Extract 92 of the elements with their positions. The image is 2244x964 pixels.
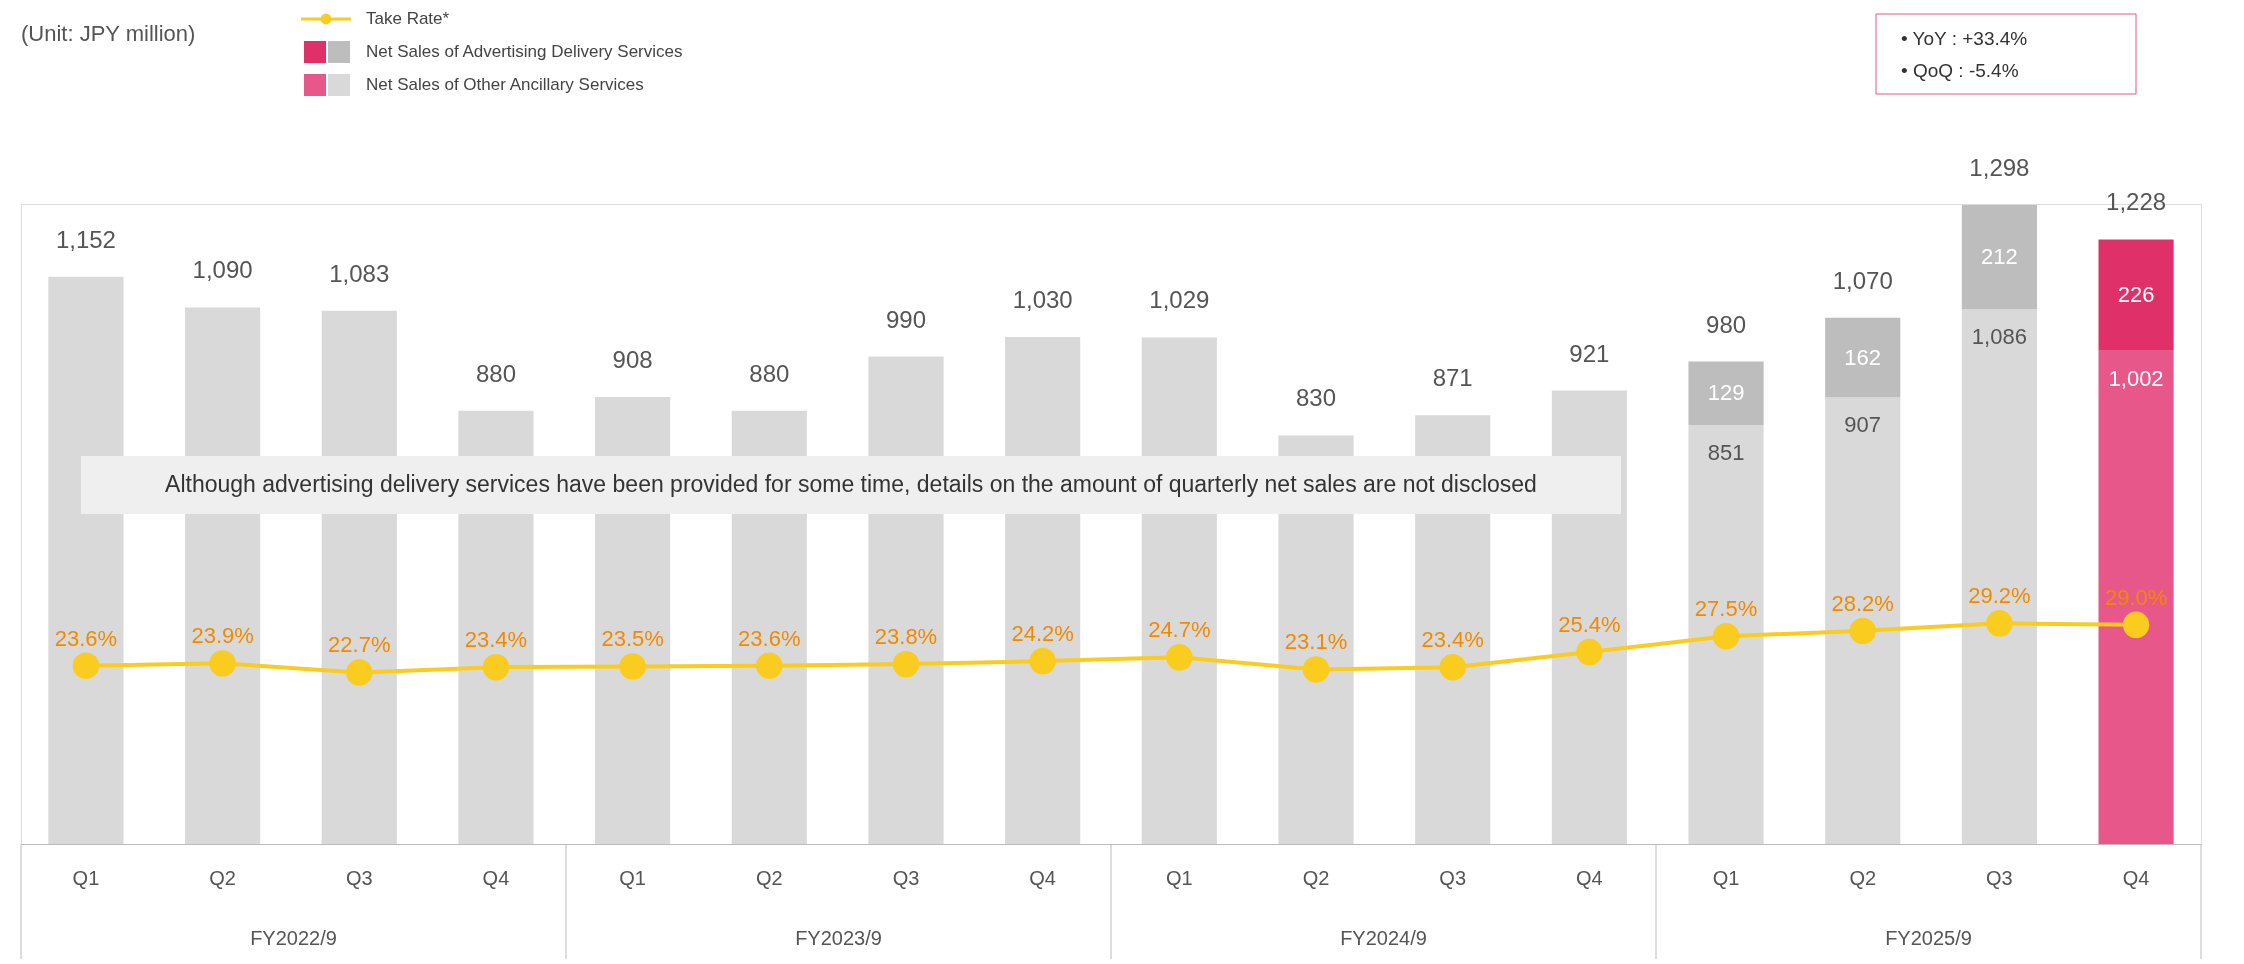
total-label: 1,298	[1969, 153, 2030, 181]
data-label: 23.4%	[1421, 627, 1484, 653]
data-label: 23.6%	[738, 625, 801, 651]
point	[1986, 610, 2013, 637]
x-tick-label: Q4	[482, 866, 510, 889]
data-label: 23.1%	[1284, 629, 1348, 655]
x-tick-label: Q2	[1849, 866, 1877, 889]
bar	[1688, 425, 1764, 844]
data-label: 1,152	[55, 225, 116, 253]
x-tick-label: Q4	[1576, 866, 1603, 889]
x-tick-label: Q3	[1986, 866, 2013, 889]
x-tick-label: Q1	[1712, 866, 1740, 889]
bar	[1688, 361, 1764, 426]
x-tick-label: Q1	[72, 866, 100, 889]
data-label: 212	[1981, 244, 2018, 270]
data-label: 880	[475, 359, 516, 387]
data-label: 1,002	[2108, 365, 2164, 391]
x-tick-label: Q3	[892, 866, 920, 889]
point	[1029, 647, 1056, 675]
total-label: 1,228	[2106, 188, 2167, 216]
text: • YoY : +33.4%	[1901, 28, 2028, 49]
bar	[2098, 239, 2174, 351]
data-label: 29.2%	[1968, 583, 2031, 609]
x-tick-label: Q3	[345, 866, 373, 889]
data-label: 25.4%	[1558, 612, 1621, 638]
data-label: 1,083	[329, 259, 390, 287]
annotation: Although advertising delivery services have been provided for some time, details on the amount of quarterly net sales are not disclosed	[165, 471, 1537, 497]
data-label: 851	[1707, 440, 1745, 466]
x-tick-label: Q3	[1439, 866, 1467, 889]
text: • QoQ : -5.4%	[1901, 60, 2019, 81]
point	[209, 650, 236, 677]
point	[619, 653, 646, 680]
point	[1712, 622, 1740, 650]
point	[72, 652, 100, 679]
bar	[1961, 309, 2037, 844]
data-label: 24.7%	[1148, 617, 1211, 643]
x-tick-label: Q2	[209, 866, 236, 889]
data-label: 907	[1844, 412, 1882, 438]
bar	[1825, 317, 1901, 398]
data-label: 23.4%	[464, 627, 528, 653]
bar	[48, 276, 124, 844]
total-label: 980	[1706, 310, 1747, 338]
total-label: 1,070	[1832, 266, 1893, 294]
x-tick-label: Q4	[2122, 866, 2150, 889]
data-label: 23.6%	[54, 625, 118, 651]
text: FY2022/9	[250, 927, 337, 949]
data-label: 29.0%	[2104, 584, 2168, 610]
bar	[2098, 350, 2174, 844]
point	[2122, 611, 2150, 639]
data-label: 129	[1707, 380, 1745, 406]
data-label: 23.8%	[874, 624, 938, 650]
data-label: 28.2%	[1831, 590, 1894, 616]
x-tick-label: Q1	[619, 866, 646, 889]
text: FY2025/9	[1885, 927, 1972, 949]
point	[1849, 617, 1876, 645]
data-label: 23.9%	[191, 623, 254, 649]
x-tick-label: Q1	[1165, 866, 1193, 889]
point	[1302, 656, 1330, 683]
data-label: 1,090	[192, 256, 253, 284]
data-label: 921	[1569, 339, 1610, 367]
point	[892, 650, 920, 678]
data-label: 23.5%	[601, 626, 664, 652]
data-label: 226	[2117, 282, 2155, 308]
legend-label: Net Sales of Other Ancillary Services	[366, 75, 644, 94]
text: FY2024/9	[1340, 927, 1427, 949]
data-label: 990	[885, 305, 927, 333]
data-label: 1,030	[1012, 285, 1073, 313]
data-label: 1,029	[1149, 286, 1210, 314]
data-label: 880	[749, 359, 790, 387]
data-label: 22.7%	[328, 632, 391, 658]
point	[346, 659, 373, 686]
data-label: 908	[612, 345, 653, 373]
legend-label: Take Rate*	[366, 9, 450, 28]
data-label: 871	[1432, 364, 1473, 392]
point	[1166, 644, 1193, 671]
x-tick-label: Q2	[1302, 866, 1330, 889]
data-label: 27.5%	[1694, 596, 1758, 622]
point	[756, 652, 783, 679]
point	[1439, 653, 1466, 681]
data-label: 1,086	[1971, 324, 2027, 350]
bar	[1825, 397, 1901, 844]
data-label: 24.2%	[1011, 621, 1074, 647]
x-tick-label: Q2	[755, 866, 783, 889]
point	[482, 653, 510, 681]
legend-label: Net Sales of Advertising Delivery Services	[366, 42, 683, 61]
x-tick-label: Q4	[1029, 866, 1057, 889]
text: FY2023/9	[795, 927, 882, 949]
text: (Unit: JPY million)	[21, 21, 196, 46]
data-label: 830	[1295, 384, 1337, 412]
data-label: 162	[1844, 344, 1882, 370]
bar	[1961, 204, 2037, 310]
point	[1576, 638, 1603, 666]
